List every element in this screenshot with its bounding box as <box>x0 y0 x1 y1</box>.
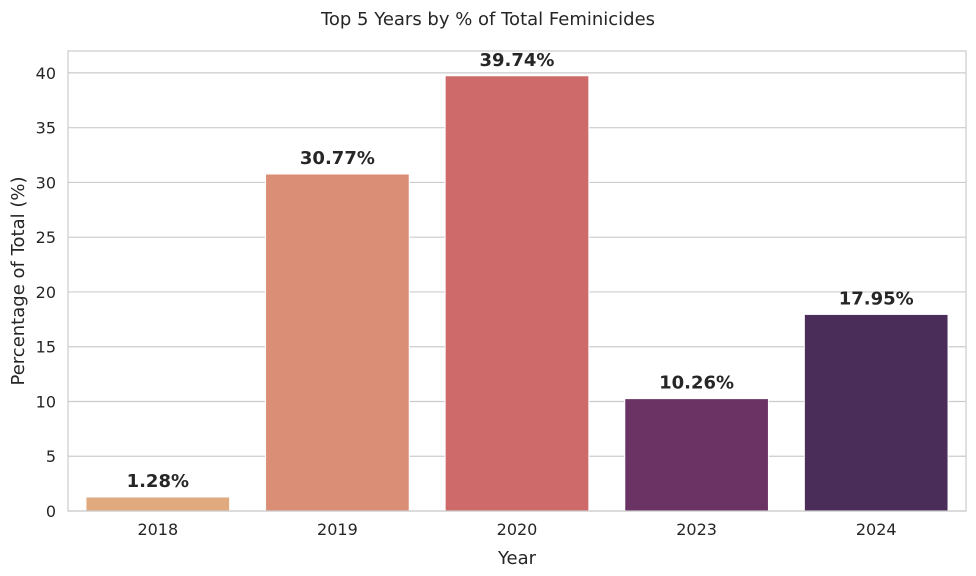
y-tick-label: 10 <box>36 392 56 411</box>
y-tick-label: 15 <box>36 338 56 357</box>
y-tick-label: 0 <box>46 502 56 521</box>
data-labels: 1.28% 30.77% 39.74% 10.26% 17.95% <box>127 50 914 492</box>
bars <box>85 75 949 512</box>
data-label-2023: 10.26% <box>659 373 734 394</box>
y-tick-label: 20 <box>36 283 56 302</box>
y-tick-label: 25 <box>36 228 56 247</box>
data-label-2024: 17.95% <box>839 288 914 309</box>
bar-2019 <box>265 173 410 512</box>
y-ticks: 0 5 10 15 20 25 30 35 40 <box>36 64 56 521</box>
bar-2023 <box>624 398 769 512</box>
x-tick-label-2024: 2024 <box>856 520 897 539</box>
plot-frame <box>67 50 967 512</box>
data-label-2020: 39.74% <box>480 50 555 71</box>
y-tick-label: 35 <box>36 119 56 138</box>
bar-2024 <box>803 313 949 512</box>
y-tick-label: 40 <box>36 64 56 83</box>
y-axis-title: Percentage of Total (%) <box>8 177 29 386</box>
x-tick-label-2020: 2020 <box>497 520 538 539</box>
x-axis-title: Year <box>497 548 537 569</box>
x-ticks: 2018 2019 2020 2023 2024 <box>137 520 896 539</box>
y-tick-label: 5 <box>46 447 56 466</box>
bar-2020 <box>444 75 590 512</box>
bar-2018 <box>85 496 231 512</box>
x-tick-label-2018: 2018 <box>137 520 178 539</box>
y-tick-label: 30 <box>36 173 56 192</box>
chart-title: Top 5 Years by % of Total Feminicides <box>320 9 655 30</box>
x-tick-label-2023: 2023 <box>676 520 717 539</box>
data-label-2018: 1.28% <box>127 471 189 492</box>
data-label-2019: 30.77% <box>300 148 375 169</box>
x-tick-label-2019: 2019 <box>317 520 358 539</box>
